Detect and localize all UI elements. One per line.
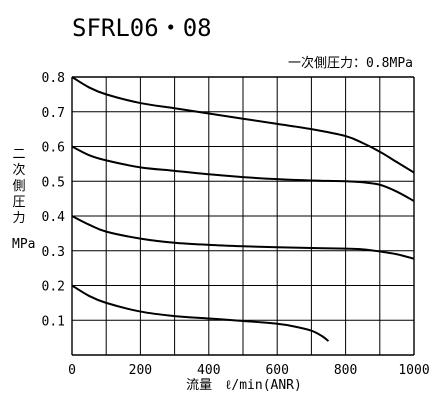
series-line-2 (71, 145, 415, 202)
x-tick-label: 0 (68, 363, 76, 378)
series-line-4 (71, 284, 330, 342)
y-tick-label: 0.7 (42, 106, 65, 121)
y-axis-label-char: 側 (12, 179, 25, 194)
series-lines (71, 76, 415, 342)
y-tick-label: 0.8 (42, 71, 65, 86)
y-tick-label: 0.6 (42, 141, 65, 156)
y-axis-label-char: 圧 (12, 195, 25, 210)
x-tick-label: 600 (265, 363, 288, 378)
chart-title: SFRL06・08 (72, 14, 212, 42)
y-tick-label: 0.2 (42, 280, 65, 295)
x-tick-label: 800 (334, 363, 357, 378)
grid (71, 76, 415, 356)
x-axis-label: 流量 ℓ/min(ANR) (186, 378, 302, 393)
x-tick-label: 200 (129, 363, 152, 378)
y-tick-label: 0.3 (42, 245, 65, 260)
x-tick-labels: 0 200 400 600 800 1000 (68, 363, 430, 378)
y-tick-label: 0.5 (42, 175, 65, 190)
y-tick-labels: 0.1 0.2 0.3 0.4 0.5 0.6 0.7 0.8 (42, 71, 66, 329)
y-axis-unit: MPa (12, 237, 35, 252)
series-line-1 (71, 76, 415, 174)
y-axis-label-char: 次 (12, 162, 25, 178)
x-tick-label: 400 (197, 363, 220, 378)
y-axis-label-char: 力 (12, 211, 25, 226)
y-axis-label-char: 二 (12, 147, 25, 162)
y-tick-label: 0.4 (42, 210, 66, 225)
y-tick-label: 0.1 (42, 314, 65, 329)
x-tick-label: 1000 (398, 363, 429, 378)
pressure-annotation: 一次側圧力：0.8MPa (288, 55, 413, 71)
series-line-3 (71, 215, 415, 260)
